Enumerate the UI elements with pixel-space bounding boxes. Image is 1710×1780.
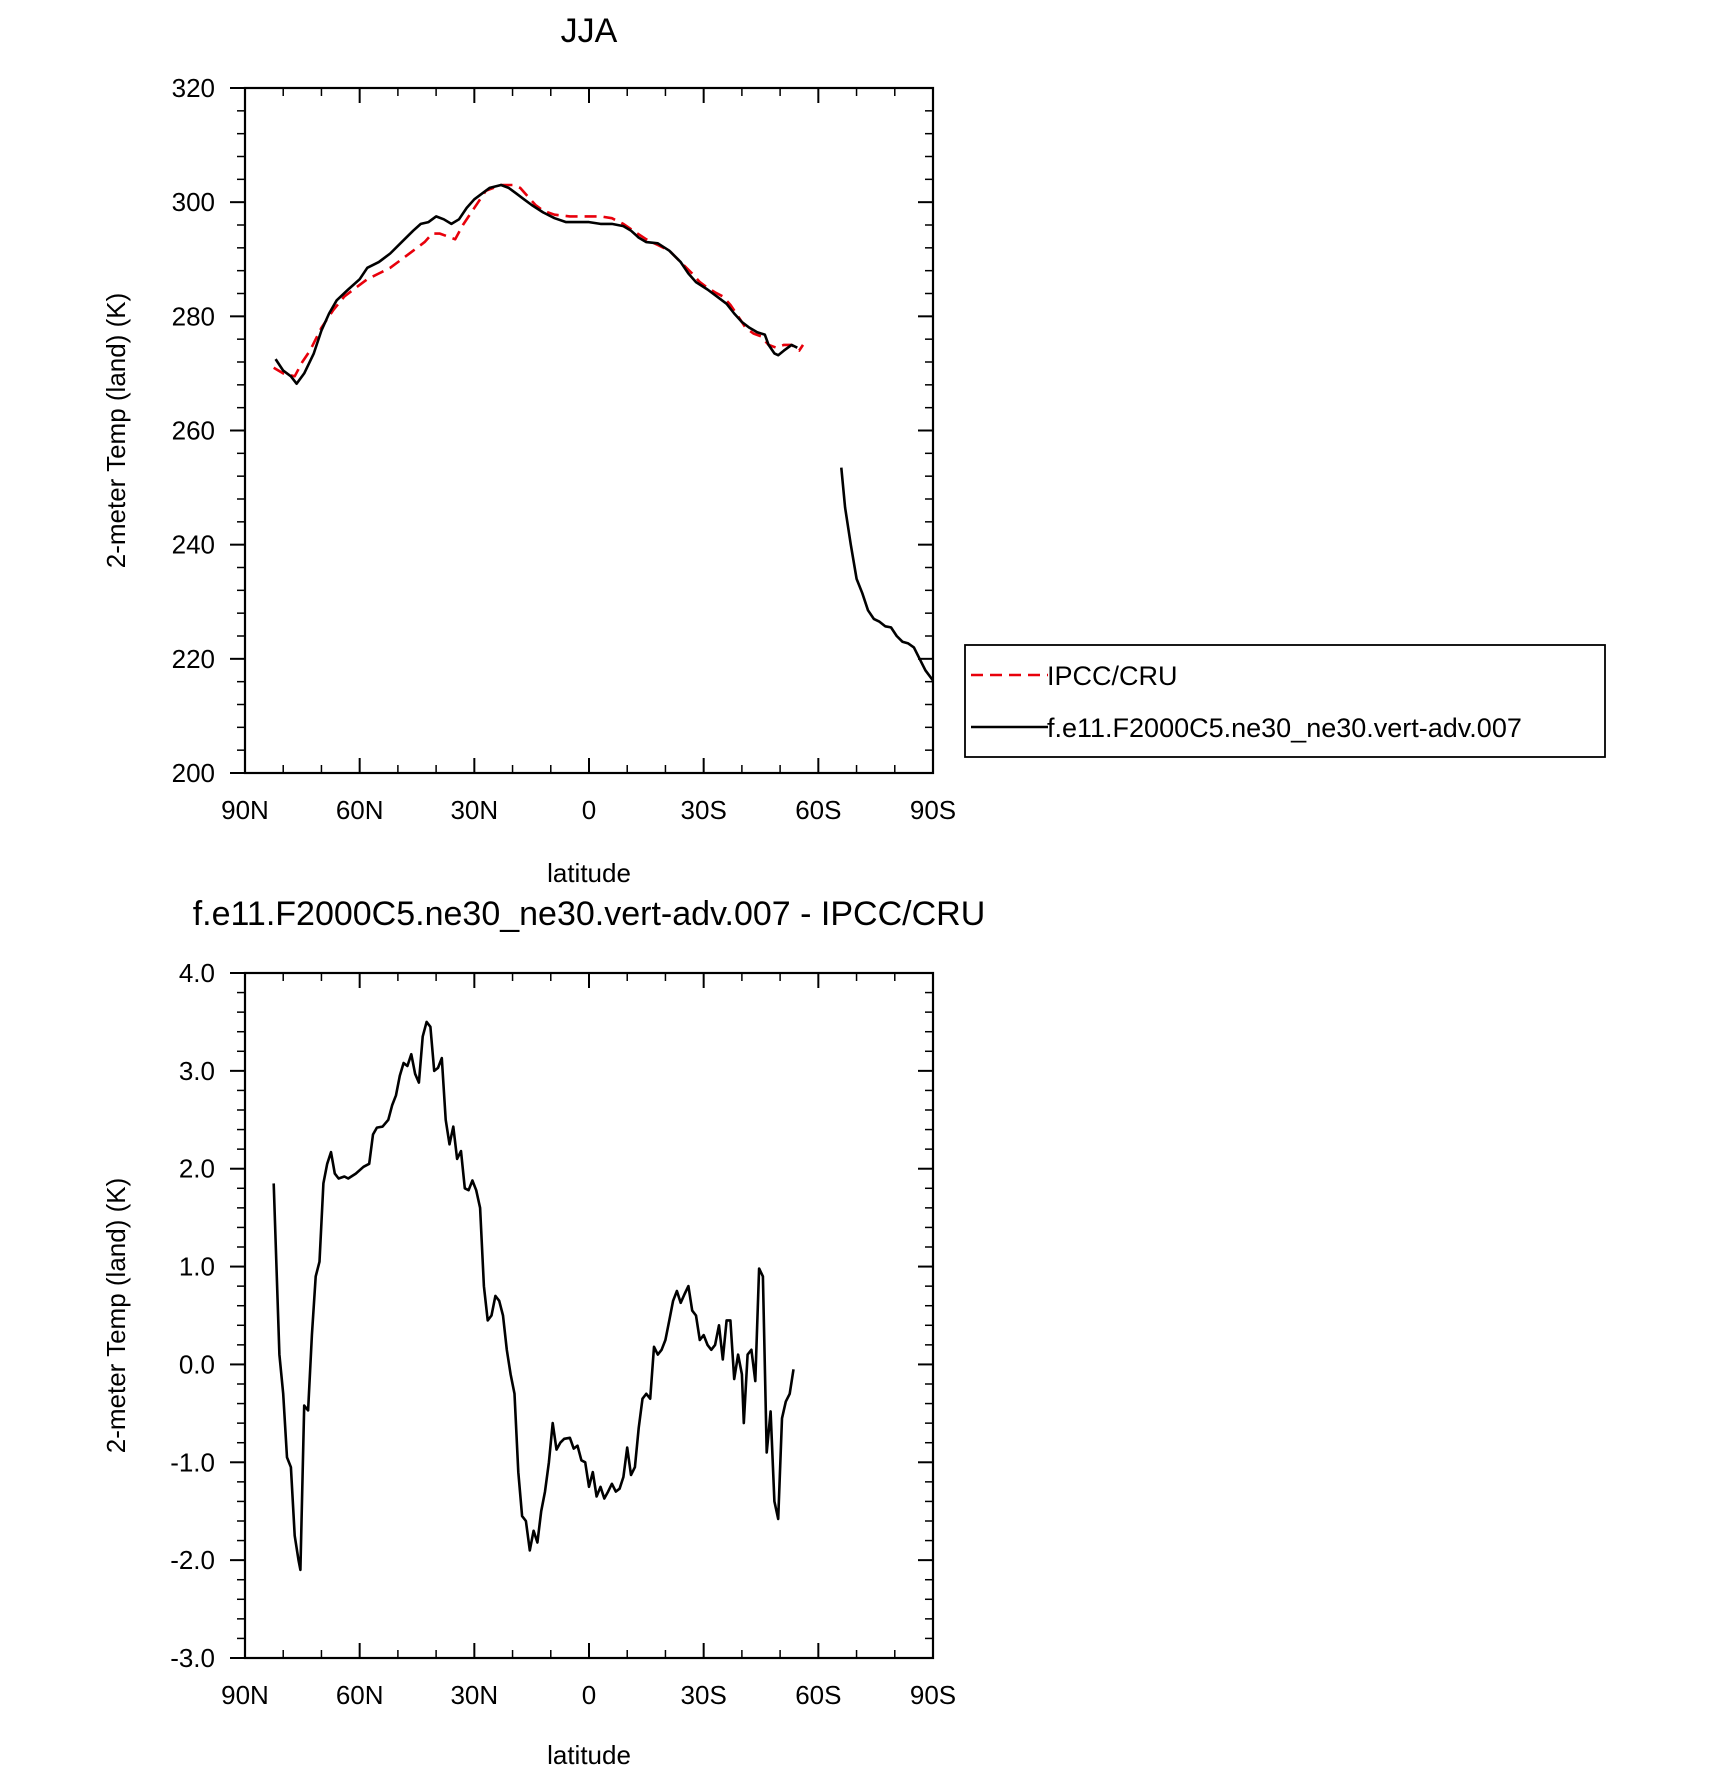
y-tick-label: 1.0 xyxy=(179,1252,215,1282)
x-tick-label: 60S xyxy=(795,1680,841,1710)
y-tick-label: 280 xyxy=(172,301,215,331)
y-tick-label: 320 xyxy=(172,73,215,103)
x-axis-label: latitude xyxy=(547,858,631,888)
x-tick-label: 0 xyxy=(582,1680,596,1710)
x-tick-label: 90S xyxy=(910,1680,956,1710)
chart-title: JJA xyxy=(561,12,618,50)
y-tick-label: 300 xyxy=(172,187,215,217)
x-tick-label: 30N xyxy=(450,1680,498,1710)
legend: IPCC/CRU f.e11.F2000C5.ne30_ne30.vert-adv… xyxy=(964,644,1606,758)
x-tick-label: 30S xyxy=(681,795,727,825)
y-tick-label: 240 xyxy=(172,530,215,560)
x-tick-label: 90N xyxy=(221,1680,269,1710)
chart-panel-1: JJA 90N 60N 30N 0 30S 60S 90S 200 220 240 260 280 300… xyxy=(101,12,1606,888)
x-axis-label: latitude xyxy=(547,1740,631,1770)
legend-label-1: IPCC/CRU xyxy=(1047,661,1178,691)
y-tick-label: 3.0 xyxy=(179,1056,215,1086)
x-tick-label: 90S xyxy=(910,795,956,825)
x-tick-label: 60N xyxy=(336,1680,384,1710)
x-tick-label: 0 xyxy=(582,795,596,825)
y-tick-label: -1.0 xyxy=(170,1447,215,1477)
chart-title: f.e11.F2000C5.ne30_ne30.vert-adv.007 - I… xyxy=(193,895,986,933)
plot-frame xyxy=(243,971,935,1660)
y-tick-label: 220 xyxy=(172,644,215,674)
x-tick-label: 60N xyxy=(336,795,384,825)
y-tick-label: 4.0 xyxy=(179,958,215,988)
series-line-2-segment-2 xyxy=(840,467,935,682)
x-tick-label: 90N xyxy=(221,795,269,825)
legend-box xyxy=(964,644,1606,758)
series-line-2-segment-1 xyxy=(274,183,798,386)
y-tick-label: 200 xyxy=(172,758,215,788)
y-tick-label: -3.0 xyxy=(170,1643,215,1673)
y-axis-label: 2-meter Temp (land) (K) xyxy=(101,1178,131,1454)
legend-label-2: f.e11.F2000C5.ne30_ne30.vert-adv.007 xyxy=(1047,713,1522,743)
y-tick-label: -2.0 xyxy=(170,1545,215,1575)
chart-panel-2: f.e11.F2000C5.ne30_ne30.vert-adv.007 - I… xyxy=(101,895,985,1770)
x-tick-label: 30N xyxy=(450,795,498,825)
y-tick-label: 260 xyxy=(172,416,215,446)
y-tick-label: 2.0 xyxy=(179,1154,215,1184)
series-line-1-segment-1 xyxy=(272,1020,795,1572)
y-axis-label: 2-meter Temp (land) (K) xyxy=(101,293,131,569)
plot-frame xyxy=(243,86,935,775)
x-tick-label: 60S xyxy=(795,795,841,825)
series-line-1-segment-1 xyxy=(273,183,805,378)
y-tick-label: 0.0 xyxy=(179,1349,215,1379)
x-tick-label: 30S xyxy=(681,1680,727,1710)
